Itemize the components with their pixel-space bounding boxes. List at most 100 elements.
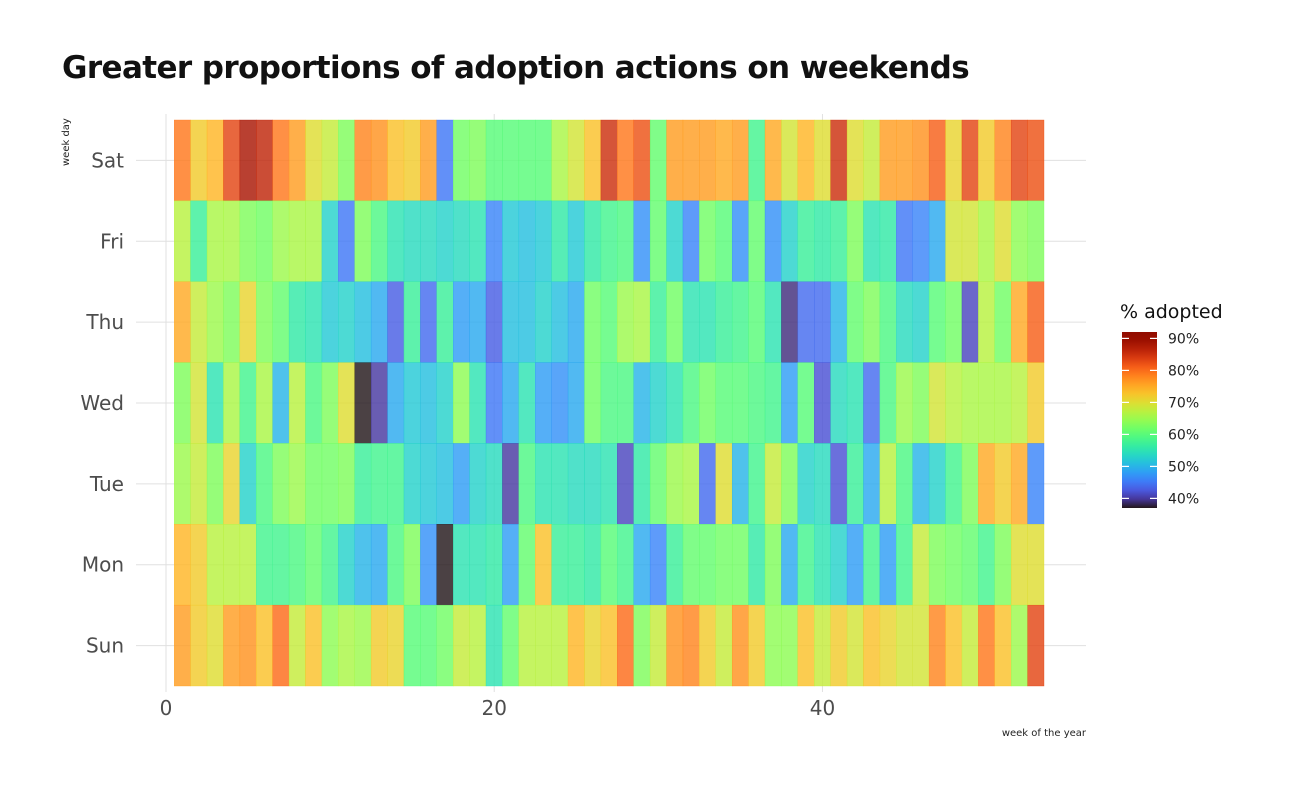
cell-mon-week-25 bbox=[567, 524, 585, 606]
color-legend: % adopted 90% 80% 70% 60% 50% 40% bbox=[1120, 301, 1223, 508]
cell-thu-week-43 bbox=[863, 281, 881, 363]
cell-mon-week-29 bbox=[633, 524, 651, 606]
cell-sat-week-18 bbox=[452, 119, 470, 202]
cell-thu-week-9 bbox=[305, 281, 323, 363]
cell-mon-week-4 bbox=[223, 524, 241, 606]
cell-wed-week-20 bbox=[485, 362, 503, 444]
cell-tue-week-46 bbox=[912, 443, 930, 525]
cell-fri-week-23 bbox=[535, 200, 552, 282]
heatmap-cells bbox=[174, 119, 1045, 687]
cell-wed-week-48 bbox=[945, 362, 963, 444]
cell-sun-week-42 bbox=[846, 604, 864, 687]
cell-tue-week-52 bbox=[1010, 443, 1028, 525]
cell-thu-week-45 bbox=[896, 281, 913, 363]
cell-fri-week-53 bbox=[1027, 200, 1045, 282]
cell-tue-week-44 bbox=[879, 443, 897, 525]
cell-wed-week-37 bbox=[764, 362, 782, 444]
cell-wed-week-51 bbox=[994, 362, 1012, 444]
cell-thu-week-20 bbox=[485, 281, 503, 363]
cell-sat-week-51 bbox=[994, 119, 1012, 202]
cell-sat-week-17 bbox=[436, 119, 454, 202]
cell-thu-week-15 bbox=[403, 281, 421, 363]
x-tick-label-40: 40 bbox=[810, 696, 835, 720]
cell-sun-week-34 bbox=[715, 604, 733, 687]
cell-mon-week-40 bbox=[814, 524, 831, 606]
cell-mon-week-41 bbox=[830, 524, 848, 606]
cell-thu-week-37 bbox=[764, 281, 782, 363]
cell-sun-week-39 bbox=[797, 604, 815, 687]
cell-fri-week-50 bbox=[978, 200, 995, 282]
cell-fri-week-5 bbox=[239, 200, 257, 282]
cell-sat-week-12 bbox=[354, 119, 372, 202]
cell-wed-week-43 bbox=[863, 362, 881, 444]
cell-sun-week-21 bbox=[502, 604, 520, 687]
legend-title: % adopted bbox=[1120, 301, 1223, 323]
y-tick-label-sat: Sat bbox=[91, 148, 124, 172]
cell-sun-week-33 bbox=[699, 604, 716, 687]
x-axis-title: week of the year bbox=[1002, 728, 1087, 739]
cell-thu-week-3 bbox=[206, 281, 224, 363]
cell-thu-week-31 bbox=[666, 281, 684, 363]
cell-sat-week-35 bbox=[731, 119, 749, 202]
cell-tue-week-17 bbox=[436, 443, 454, 525]
cell-sun-week-5 bbox=[239, 604, 257, 687]
cell-wed-week-5 bbox=[239, 362, 257, 444]
cell-mon-week-21 bbox=[502, 524, 520, 606]
cell-mon-week-35 bbox=[731, 524, 749, 606]
cell-sun-week-32 bbox=[682, 604, 700, 687]
cell-fri-week-37 bbox=[764, 200, 782, 282]
cell-sat-week-23 bbox=[535, 119, 552, 202]
cell-wed-week-47 bbox=[928, 362, 946, 444]
cell-tue-week-24 bbox=[551, 443, 569, 525]
cell-tue-week-30 bbox=[649, 443, 667, 525]
cell-sat-week-15 bbox=[403, 119, 421, 202]
cell-sat-week-19 bbox=[469, 119, 487, 202]
cell-wed-week-35 bbox=[731, 362, 749, 444]
cell-sat-week-24 bbox=[551, 119, 569, 202]
cell-tue-week-37 bbox=[764, 443, 782, 525]
cell-thu-week-28 bbox=[617, 281, 634, 363]
cell-sat-week-38 bbox=[781, 119, 799, 202]
cell-tue-week-15 bbox=[403, 443, 421, 525]
cell-thu-week-29 bbox=[633, 281, 651, 363]
cell-sun-week-4 bbox=[223, 604, 241, 687]
cell-wed-week-42 bbox=[846, 362, 864, 444]
cell-fri-week-25 bbox=[567, 200, 585, 282]
cell-tue-week-42 bbox=[846, 443, 864, 525]
cell-fri-week-6 bbox=[256, 200, 273, 282]
cell-thu-week-38 bbox=[781, 281, 799, 363]
cell-thu-week-51 bbox=[994, 281, 1012, 363]
x-tick-label-20: 20 bbox=[481, 696, 506, 720]
cell-thu-week-40 bbox=[814, 281, 831, 363]
cell-sat-week-2 bbox=[190, 119, 208, 202]
cell-wed-week-45 bbox=[896, 362, 913, 444]
cell-tue-week-20 bbox=[485, 443, 503, 525]
cell-wed-week-24 bbox=[551, 362, 569, 444]
cell-mon-week-13 bbox=[370, 524, 388, 606]
cell-sun-week-27 bbox=[600, 604, 618, 687]
cell-sat-week-48 bbox=[945, 119, 963, 202]
cell-sun-week-43 bbox=[863, 604, 881, 687]
y-tick-label-wed: Wed bbox=[80, 391, 124, 415]
cell-mon-week-6 bbox=[256, 524, 273, 606]
cell-mon-week-33 bbox=[699, 524, 716, 606]
chart-title: Greater proportions of adoption actions … bbox=[62, 50, 970, 86]
cell-wed-week-39 bbox=[797, 362, 815, 444]
cell-thu-week-8 bbox=[288, 281, 306, 363]
cell-sat-week-22 bbox=[518, 119, 536, 202]
cell-mon-week-26 bbox=[584, 524, 602, 606]
cell-tue-week-28 bbox=[617, 443, 634, 525]
cell-fri-week-27 bbox=[600, 200, 618, 282]
cell-tue-week-13 bbox=[370, 443, 388, 525]
cell-fri-week-14 bbox=[387, 200, 405, 282]
cell-thu-week-25 bbox=[567, 281, 585, 363]
cell-sat-week-34 bbox=[715, 119, 733, 202]
cell-fri-week-32 bbox=[682, 200, 700, 282]
cell-mon-week-17 bbox=[436, 524, 454, 606]
cell-mon-week-19 bbox=[469, 524, 487, 606]
cell-sat-week-31 bbox=[666, 119, 684, 202]
cell-sun-week-19 bbox=[469, 604, 487, 687]
cell-sat-week-7 bbox=[272, 119, 290, 202]
cell-mon-week-48 bbox=[945, 524, 963, 606]
cell-mon-week-46 bbox=[912, 524, 930, 606]
